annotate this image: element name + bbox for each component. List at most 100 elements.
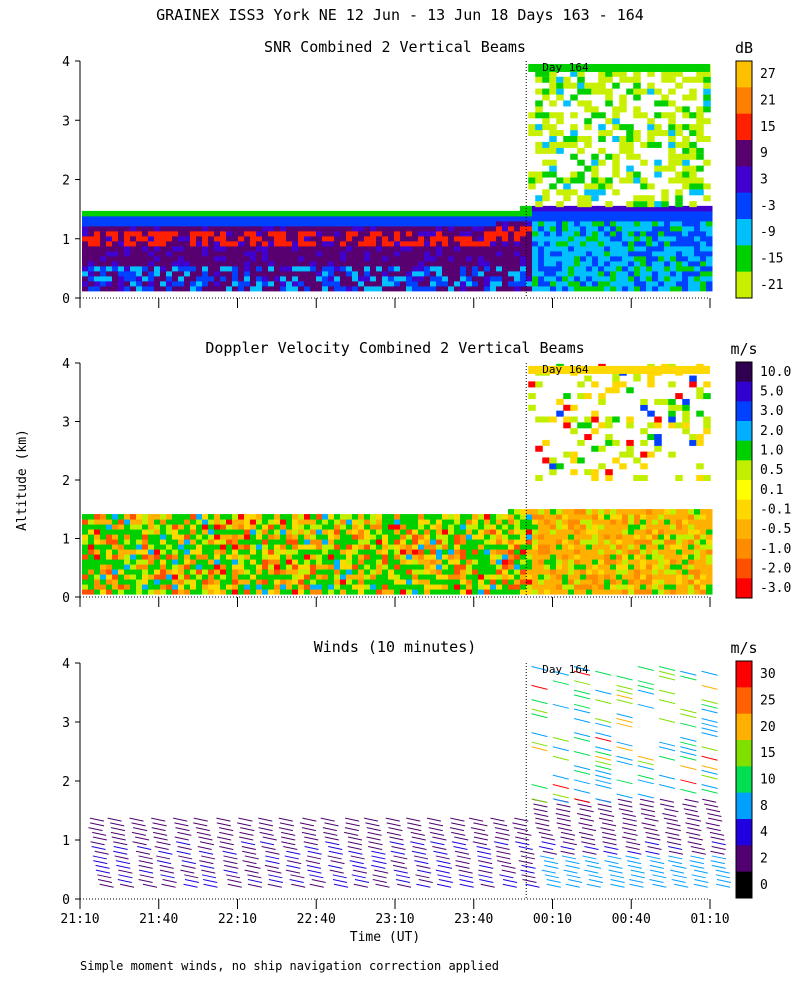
colorbar-segment <box>736 713 752 741</box>
colorbar-unit: m/s <box>730 639 757 657</box>
colorbar-label: -9 <box>760 225 776 240</box>
colorbar-segment <box>736 421 752 442</box>
colorbar-frame <box>735 60 753 299</box>
colorbar-segment <box>736 687 752 715</box>
colorbar-label: -1.0 <box>760 542 791 557</box>
y-tick-label: 3 <box>62 416 70 431</box>
day-marker-label: Day 164 <box>542 663 589 676</box>
colorbar-segment <box>736 381 752 402</box>
colorbar-label: -15 <box>760 252 783 267</box>
y-tick-label: 2 <box>62 474 70 489</box>
x-axis-label: Time (UT) <box>350 930 420 945</box>
colorbar-label: 5.0 <box>760 385 783 400</box>
colorbar-label: 0 <box>760 878 768 893</box>
colorbar-label: -2.0 <box>760 562 791 577</box>
colorbar-label: 10.0 <box>760 365 791 380</box>
colorbar-label: -0.1 <box>760 503 791 518</box>
colorbar-segment <box>736 480 752 501</box>
colorbar-segment <box>736 166 752 194</box>
colorbar-label: -21 <box>760 278 783 293</box>
colorbar-label: 2.0 <box>760 424 783 439</box>
y-tick-label: 0 <box>62 591 70 606</box>
y-tick-label: 4 <box>62 657 70 672</box>
day-marker-label: Day 164 <box>542 363 589 376</box>
colorbar-segment <box>736 140 752 167</box>
y-tick-label: 0 <box>62 292 70 307</box>
colorbar-segment <box>736 539 752 560</box>
colorbar-label: 9 <box>760 146 768 161</box>
y-tick-label: 4 <box>62 357 70 372</box>
y-tick-label: 4 <box>62 55 70 70</box>
colorbar-label: 3.0 <box>760 404 783 419</box>
x-tick-label: 22:10 <box>218 912 257 927</box>
colorbar-segment <box>736 440 752 461</box>
day-marker-label: Day 164 <box>542 61 589 74</box>
colorbar-segment <box>736 271 752 299</box>
colorbar-segment <box>736 61 752 88</box>
colorbar-label: 0.5 <box>760 463 783 478</box>
colorbar-label: 15 <box>760 120 776 135</box>
x-tick-label: 21:40 <box>139 912 178 927</box>
colorbar-label: 3 <box>760 173 768 188</box>
y-tick-label: 1 <box>62 233 70 248</box>
colorbar-label: 27 <box>760 67 776 82</box>
panel-3: Winds (10 minutes) Day 164 0 1 2 3 4 21:10 21:40… <box>60 638 775 945</box>
colorbar-label: 20 <box>760 720 776 735</box>
colorbar-label: 30 <box>760 667 776 682</box>
colorbar-unit: dB <box>735 39 753 57</box>
panel-title: SNR Combined 2 Vertical Beams <box>264 38 526 56</box>
colorbar-segment <box>736 113 752 141</box>
colorbar-label: 4 <box>760 825 768 840</box>
colorbar-label: -0.5 <box>760 522 791 537</box>
colorbar-unit: m/s <box>730 340 757 358</box>
colorbar-label: 21 <box>760 94 776 109</box>
colorbar-segment <box>736 362 752 383</box>
colorbar-label: -3 <box>760 199 776 214</box>
y-tick-label: 1 <box>62 533 70 548</box>
colorbar-segment <box>736 87 752 115</box>
colorbar-label: 1.0 <box>760 444 783 459</box>
colorbar-segment <box>736 192 752 220</box>
x-tick-label: 23:40 <box>454 912 493 927</box>
colorbar-label: 0.1 <box>760 483 783 498</box>
x-tick-label: 21:10 <box>60 912 99 927</box>
x-tick-label: 22:40 <box>297 912 336 927</box>
colorbar-segment <box>736 819 752 846</box>
x-tick-label: 01:10 <box>690 912 729 927</box>
colorbar-segment <box>736 792 752 820</box>
colorbar-segment <box>736 219 752 246</box>
colorbar-label: 15 <box>760 746 776 761</box>
panel-1: SNR Combined 2 Vertical Beams Day 164 0 1 2 3… <box>62 38 783 308</box>
y-tick-label: 2 <box>62 775 70 790</box>
colorbar: dB 27 21 15 9 3 -3 -9 -15 -21 <box>735 39 783 299</box>
colorbar-segment <box>736 661 752 688</box>
colorbar-label: -3.0 <box>760 581 791 596</box>
colorbar-label: 10 <box>760 773 776 788</box>
y-tick-label: 0 <box>62 893 70 908</box>
colorbar-segment <box>736 766 752 794</box>
colorbar: m/s10.0 5.0 3.0 2.0 1.0 0.5 0.1 -0.1 -0.5 -1.0 -2.… <box>730 340 791 599</box>
colorbar-segment <box>736 401 752 422</box>
x-tick-label: 00:40 <box>612 912 651 927</box>
x-tick-label: 00:10 <box>533 912 572 927</box>
colorbar-segment <box>736 460 752 481</box>
colorbar-segment <box>736 245 752 273</box>
footnote: Simple moment winds, no ship navigation … <box>80 959 500 973</box>
colorbar-segment <box>736 871 752 899</box>
colorbar-segment <box>736 499 752 520</box>
x-tick-label: 23:10 <box>375 912 414 927</box>
colorbar-label: 8 <box>760 799 768 814</box>
colorbar-frame <box>735 361 753 599</box>
panel-2: Doppler Velocity Combined 2 Vertical Bea… <box>62 339 791 607</box>
colorbar-segment <box>736 558 752 579</box>
y-axis-label: Altitude (km) <box>15 429 30 531</box>
colorbar-label: 25 <box>760 694 776 709</box>
panel-title: Winds (10 minutes) <box>314 638 477 656</box>
y-tick-label: 1 <box>62 834 70 849</box>
colorbar-segment <box>736 519 752 540</box>
colorbar-segment <box>736 740 752 767</box>
y-tick-label: 3 <box>62 114 70 129</box>
colorbar-frame <box>735 660 753 899</box>
colorbar-segment <box>736 578 752 599</box>
